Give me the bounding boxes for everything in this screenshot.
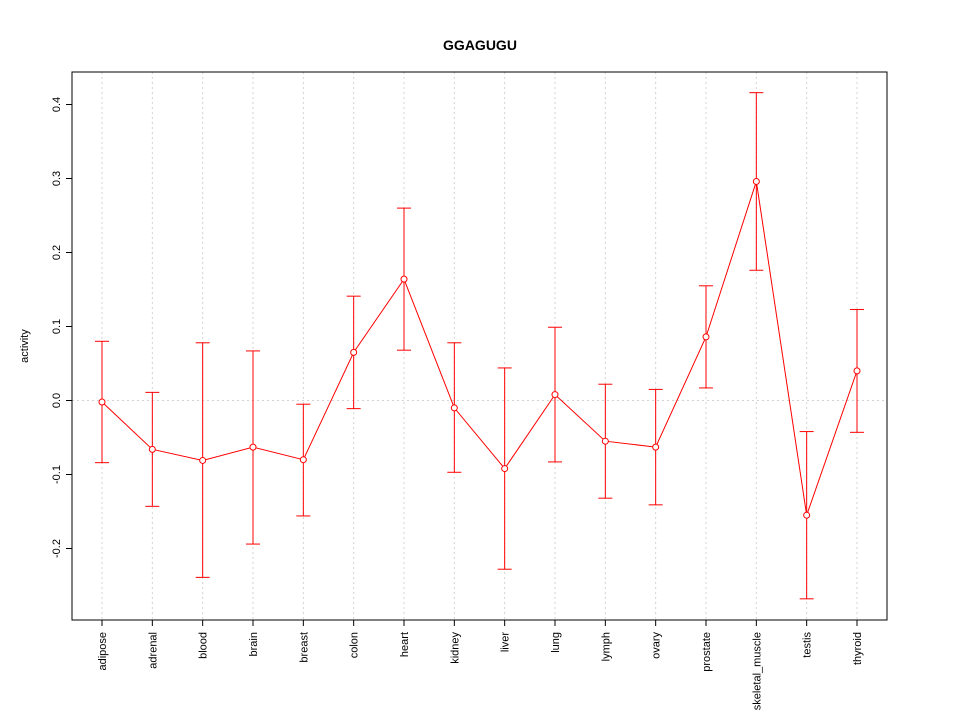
data-point-adrenal bbox=[148, 445, 156, 453]
data-point-thyroid bbox=[853, 367, 861, 375]
x-tick-label: kidney bbox=[449, 632, 461, 664]
x-tick-label: blood bbox=[198, 632, 210, 659]
data-point-heart bbox=[400, 275, 408, 283]
x-tick-label: liver bbox=[500, 632, 512, 653]
x-tick-label: adipose bbox=[97, 632, 109, 671]
data-point-breast bbox=[299, 456, 307, 464]
x-tick-label: testis bbox=[802, 632, 814, 658]
series-line bbox=[101, 181, 858, 516]
y-tick-label: -0.1 bbox=[51, 465, 63, 484]
x-tick-label: ovary bbox=[651, 632, 663, 659]
series-activity bbox=[95, 92, 864, 600]
y-tick-label: 0.4 bbox=[51, 97, 63, 112]
y-tick-label: 0.0 bbox=[51, 393, 63, 408]
data-point-lymph bbox=[601, 437, 609, 445]
x-tick-label: thyroid bbox=[852, 632, 864, 665]
data-point-liver bbox=[501, 465, 509, 473]
x-tick-label: brain bbox=[248, 632, 260, 656]
y-axis: -0.2 -0.1 0.0 0.1 0.2 0.3 0.4 bbox=[51, 97, 72, 558]
data-point-adipose bbox=[98, 398, 106, 406]
x-tick-label: skeletal_muscle bbox=[751, 632, 763, 710]
x-tick-label: prostate bbox=[701, 632, 713, 672]
x-tick-label: lung bbox=[550, 632, 562, 653]
chart-title: GGAGUGU bbox=[443, 37, 517, 53]
data-point-lung bbox=[551, 391, 559, 399]
data-point-ovary bbox=[652, 443, 660, 451]
data-point-skeletal_muscle bbox=[752, 177, 760, 185]
data-point-testis bbox=[803, 511, 811, 519]
plot-frame bbox=[71, 71, 888, 621]
x-tick-label: adrenal bbox=[147, 632, 159, 669]
y-tick-label: 0.1 bbox=[51, 319, 63, 334]
x-tick-label: heart bbox=[399, 632, 411, 657]
grid bbox=[72, 72, 887, 620]
data-point-colon bbox=[350, 348, 358, 356]
x-axis: adipose adrenal blood brain breast colon heart… bbox=[97, 620, 864, 710]
data-point-kidney bbox=[450, 404, 458, 412]
y-tick-label: 0.2 bbox=[51, 245, 63, 260]
y-tick-label: -0.2 bbox=[51, 539, 63, 558]
data-point-prostate bbox=[702, 333, 710, 341]
x-tick-label: lymph bbox=[600, 632, 612, 661]
y-tick-label: 0.3 bbox=[51, 171, 63, 186]
data-point-brain bbox=[249, 443, 257, 451]
x-tick-label: colon bbox=[349, 632, 361, 658]
y-axis-label: activity bbox=[19, 329, 31, 363]
data-point-blood bbox=[199, 456, 207, 464]
x-tick-label: breast bbox=[298, 632, 310, 663]
